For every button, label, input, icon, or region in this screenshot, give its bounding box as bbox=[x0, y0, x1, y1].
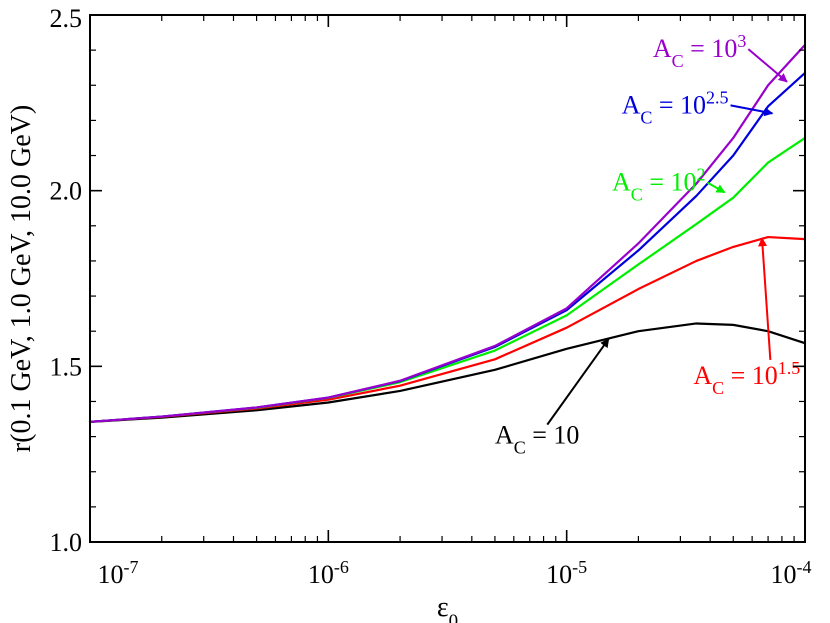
annotation-label-subscript: C bbox=[712, 378, 724, 398]
annotation-arrow-ac10_2 bbox=[707, 181, 726, 194]
x-axis-title-sub: 0 bbox=[449, 611, 459, 623]
y-axis-title: r(0.1 GeV, 1.0 GeV, 10.0 GeV) bbox=[6, 105, 37, 452]
annotation-label-exponent: 3 bbox=[737, 31, 746, 51]
x-tick-label-exponent: -6 bbox=[334, 557, 349, 577]
series-line-ac10_3 bbox=[88, 43, 807, 423]
series-line-ac10_1-5 bbox=[88, 235, 807, 423]
x-tick-label-base: 10 bbox=[546, 560, 572, 589]
tick-label-layer: 10-7 10-6 10-5 10-41.01.52.02.5 bbox=[50, 4, 812, 589]
series-line-ac10 bbox=[88, 322, 807, 423]
annotation-label-value: = 10 bbox=[684, 34, 738, 63]
series-layer bbox=[88, 43, 807, 423]
x-tick-label: 10-7 bbox=[98, 557, 139, 589]
annotation-label-subscript: C bbox=[631, 185, 643, 205]
x-tick-label-exponent: -4 bbox=[797, 557, 812, 577]
annotation-arrow-ac10_3 bbox=[747, 48, 788, 83]
annotation-label-value: = 10 bbox=[643, 168, 697, 197]
x-tick-label: 10-5 bbox=[546, 557, 587, 589]
plot-frame bbox=[89, 14, 806, 543]
annotation-label-exponent: 2.5 bbox=[706, 87, 729, 107]
y-tick-label: 2.0 bbox=[50, 177, 83, 206]
annotation-label-subscript: C bbox=[640, 107, 652, 127]
annotation-label-ac10_2-5: AC = 102.5 bbox=[622, 87, 729, 127]
x-tick-label-base: 10 bbox=[308, 560, 334, 589]
annotation-label-ac10: AC = 10 bbox=[495, 421, 579, 458]
x-tick-label-exponent: -7 bbox=[124, 557, 139, 577]
x-tick-label-base: 10 bbox=[98, 560, 124, 589]
x-axis-title-main: ε bbox=[437, 592, 449, 623]
x-tick-label: 10-6 bbox=[308, 557, 349, 589]
annotation-label-main: A bbox=[622, 90, 641, 119]
annotation-label-main: A bbox=[653, 34, 672, 63]
annotation-label-ac10_3: AC = 103 bbox=[653, 31, 746, 71]
annotation-label-main: A bbox=[612, 168, 631, 197]
annotation-arrow-ac10 bbox=[546, 338, 610, 426]
annotation-arrow-ac10_2-5 bbox=[730, 104, 774, 117]
annotation-label-subscript: C bbox=[514, 438, 526, 458]
annotation-label-subscript: C bbox=[672, 51, 684, 71]
annotation-label-main: A bbox=[495, 421, 514, 450]
x-tick-label-base: 10 bbox=[771, 560, 797, 589]
x-tick-label: 10-4 bbox=[771, 557, 812, 589]
annotation-label-ac10_1-5: AC = 101.5 bbox=[693, 358, 800, 398]
y-tick-label: 2.5 bbox=[50, 4, 83, 33]
annotation-label-ac10_2: AC = 102 bbox=[612, 165, 705, 205]
annotation-label-value: = 10 bbox=[652, 90, 706, 119]
annotation-label-value: = 10 bbox=[526, 421, 580, 450]
annotation-arrow-ac10_1-5 bbox=[758, 237, 772, 360]
annotation-label-main: A bbox=[693, 361, 712, 390]
y-tick-label: 1.0 bbox=[50, 528, 83, 557]
annotation-label-exponent: 2 bbox=[696, 165, 705, 185]
annotation-label-exponent: 1.5 bbox=[778, 358, 801, 378]
y-tick-label: 1.5 bbox=[50, 352, 83, 381]
x-tick-label-exponent: -5 bbox=[572, 557, 587, 577]
x-axis-title: ε0 bbox=[437, 592, 458, 623]
annotation-label-value: = 10 bbox=[724, 361, 778, 390]
